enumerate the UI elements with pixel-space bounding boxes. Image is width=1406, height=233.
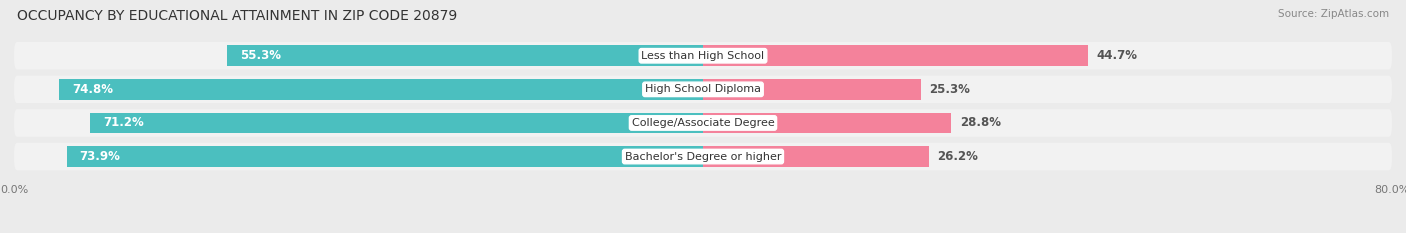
- Text: 25.3%: 25.3%: [929, 83, 970, 96]
- Text: Less than High School: Less than High School: [641, 51, 765, 61]
- Bar: [703, 79, 921, 100]
- Text: 44.7%: 44.7%: [1097, 49, 1137, 62]
- Text: 26.2%: 26.2%: [938, 150, 979, 163]
- Text: College/Associate Degree: College/Associate Degree: [631, 118, 775, 128]
- Text: High School Diploma: High School Diploma: [645, 84, 761, 94]
- Bar: [703, 146, 928, 167]
- Text: 74.8%: 74.8%: [72, 83, 112, 96]
- Text: OCCUPANCY BY EDUCATIONAL ATTAINMENT IN ZIP CODE 20879: OCCUPANCY BY EDUCATIONAL ATTAINMENT IN Z…: [17, 9, 457, 23]
- Text: 73.9%: 73.9%: [80, 150, 121, 163]
- Text: 28.8%: 28.8%: [960, 116, 1001, 130]
- FancyBboxPatch shape: [14, 75, 1392, 103]
- Bar: [66, 146, 703, 167]
- Text: 55.3%: 55.3%: [239, 49, 281, 62]
- FancyBboxPatch shape: [14, 143, 1392, 170]
- Bar: [703, 113, 950, 133]
- Text: Source: ZipAtlas.com: Source: ZipAtlas.com: [1278, 9, 1389, 19]
- Bar: [90, 113, 703, 133]
- Legend: Owner-occupied, Renter-occupied: Owner-occupied, Renter-occupied: [581, 229, 825, 233]
- Bar: [59, 79, 703, 100]
- Text: Bachelor's Degree or higher: Bachelor's Degree or higher: [624, 151, 782, 161]
- FancyBboxPatch shape: [14, 109, 1392, 137]
- Bar: [226, 45, 703, 66]
- Text: 71.2%: 71.2%: [103, 116, 143, 130]
- Bar: [703, 45, 1088, 66]
- FancyBboxPatch shape: [14, 42, 1392, 69]
